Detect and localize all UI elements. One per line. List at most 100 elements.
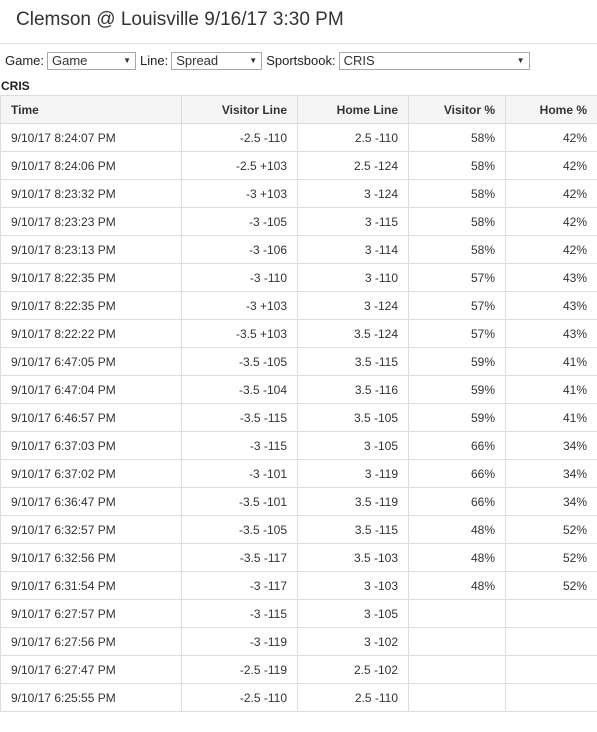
cell-visitor-pct: 48% — [408, 515, 506, 544]
cell-home-line: 3 -102 — [297, 627, 409, 656]
cell-home-line: 3 -119 — [297, 459, 409, 488]
cell-time: 9/10/17 6:47:04 PM — [0, 375, 182, 404]
cell-time: 9/10/17 6:27:47 PM — [0, 655, 182, 684]
cell-visitor-pct: 59% — [408, 403, 506, 432]
cell-home-line: 2.5 -102 — [297, 655, 409, 684]
cell-time: 9/10/17 8:22:35 PM — [0, 263, 182, 292]
cell-time: 9/10/17 6:32:57 PM — [0, 515, 182, 544]
cell-home-pct: 41% — [505, 403, 597, 432]
page-header: Clemson @ Louisville 9/16/17 3:30 PM — [0, 0, 597, 44]
cell-visitor-pct: 66% — [408, 459, 506, 488]
line-history-table: Time Visitor Line Home Line Visitor % Ho… — [0, 95, 597, 712]
cell-visitor-line: -3.5 -104 — [181, 375, 298, 404]
game-select-value: Game — [52, 52, 88, 68]
cell-visitor-pct: 48% — [408, 543, 506, 572]
cell-home-pct: 42% — [505, 235, 597, 264]
cell-home-pct — [505, 627, 597, 656]
table-row: 9/10/17 8:24:07 PM -2.5 -110 2.5 -110 58% 42… — [0, 123, 597, 152]
sportsbook-select[interactable]: CRIS ▼ — [338, 51, 530, 70]
cell-home-line: 3.5 -119 — [297, 487, 409, 516]
cell-visitor-line: -2.5 -119 — [181, 655, 298, 684]
table-row: 9/10/17 8:23:13 PM -3 -106 3 -114 58% 42% — [0, 235, 597, 264]
cell-home-line: 3.5 -105 — [297, 403, 409, 432]
cell-visitor-line: -3.5 -117 — [181, 543, 298, 572]
cell-home-pct: 34% — [505, 431, 597, 460]
table-row: 9/10/17 6:27:47 PM -2.5 -119 2.5 -102 — [0, 655, 597, 684]
cell-visitor-pct: 58% — [408, 235, 506, 264]
cell-home-pct — [505, 683, 597, 712]
line-label: Line: — [140, 53, 169, 68]
sportsbook-select-value: CRIS — [343, 52, 375, 68]
chevron-down-icon: ▼ — [249, 55, 258, 65]
cell-visitor-line: -3.5 -105 — [181, 515, 298, 544]
cell-visitor-line: -3 +103 — [181, 291, 298, 320]
table-row: 9/10/17 6:46:57 PM -3.5 -115 3.5 -105 59% 41… — [0, 403, 597, 432]
cell-visitor-line: -3 -119 — [181, 627, 298, 656]
cell-home-pct: 42% — [505, 179, 597, 208]
cell-home-line: 3 -124 — [297, 291, 409, 320]
cell-visitor-line: -2.5 -110 — [181, 123, 298, 152]
cell-visitor-line: -3.5 -101 — [181, 487, 298, 516]
cell-visitor-line: -3 -101 — [181, 459, 298, 488]
cell-home-pct — [505, 599, 597, 628]
cell-visitor-pct: 58% — [408, 151, 506, 180]
cell-time: 9/10/17 8:22:22 PM — [0, 319, 182, 348]
table-row: 9/10/17 8:22:35 PM -3 +103 3 -124 57% 43% — [0, 291, 597, 320]
line-select-value: Spread — [176, 52, 219, 68]
cell-visitor-line: -3.5 -115 — [181, 403, 298, 432]
chevron-down-icon: ▼ — [516, 55, 525, 65]
cell-visitor-pct: 48% — [408, 571, 506, 600]
cell-home-pct: 52% — [505, 543, 597, 572]
cell-time: 9/10/17 6:25:55 PM — [0, 683, 182, 712]
cell-visitor-pct: 66% — [408, 487, 506, 516]
game-select[interactable]: Game ▼ — [47, 51, 137, 70]
cell-home-pct — [505, 655, 597, 684]
table-row: 9/10/17 6:32:57 PM -3.5 -105 3.5 -115 48% 52… — [0, 515, 597, 544]
cell-home-pct: 43% — [505, 263, 597, 292]
table-row: 9/10/17 8:24:06 PM -2.5 +103 2.5 -124 58% 42… — [0, 151, 597, 180]
cell-visitor-line: -3.5 +103 — [181, 319, 298, 348]
cell-time: 9/10/17 6:47:05 PM — [0, 347, 182, 376]
table-row: 9/10/17 6:37:02 PM -3 -101 3 -119 66% 34% — [0, 459, 597, 488]
cell-visitor-pct — [408, 627, 506, 656]
cell-home-line: 3 -115 — [297, 207, 409, 236]
cell-visitor-line: -3 -106 — [181, 235, 298, 264]
cell-visitor-pct: 66% — [408, 431, 506, 460]
cell-time: 9/10/17 6:31:54 PM — [0, 571, 182, 600]
cell-time: 9/10/17 8:23:23 PM — [0, 207, 182, 236]
cell-visitor-line: -3 -115 — [181, 599, 298, 628]
cell-home-line: 3.5 -124 — [297, 319, 409, 348]
table-row: 9/10/17 6:47:04 PM -3.5 -104 3.5 -116 59% 41… — [0, 375, 597, 404]
cell-home-line: 2.5 -110 — [297, 683, 409, 712]
cell-time: 9/10/17 8:23:13 PM — [0, 235, 182, 264]
cell-home-pct: 52% — [505, 515, 597, 544]
table-header-row: Time Visitor Line Home Line Visitor % Ho… — [0, 95, 597, 124]
cell-time: 9/10/17 6:37:03 PM — [0, 431, 182, 460]
table-row: 9/10/17 6:27:57 PM -3 -115 3 -105 — [0, 599, 597, 628]
cell-visitor-line: -3.5 -105 — [181, 347, 298, 376]
cell-visitor-pct: 57% — [408, 319, 506, 348]
cell-visitor-pct: 57% — [408, 263, 506, 292]
cell-home-line: 3 -114 — [297, 235, 409, 264]
cell-home-pct: 34% — [505, 459, 597, 488]
table-row: 9/10/17 6:25:55 PM -2.5 -110 2.5 -110 — [0, 683, 597, 712]
table-row: 9/10/17 6:36:47 PM -3.5 -101 3.5 -119 66% 34… — [0, 487, 597, 516]
cell-visitor-pct: 59% — [408, 375, 506, 404]
line-select[interactable]: Spread ▼ — [171, 51, 263, 70]
table-row: 9/10/17 6:37:03 PM -3 -115 3 -105 66% 34% — [0, 431, 597, 460]
page-title: Clemson @ Louisville 9/16/17 3:30 PM — [16, 9, 344, 30]
cell-home-pct: 43% — [505, 291, 597, 320]
cell-visitor-pct: 58% — [408, 123, 506, 152]
cell-time: 9/10/17 8:24:06 PM — [0, 151, 182, 180]
cell-home-pct: 41% — [505, 347, 597, 376]
cell-visitor-line: -2.5 -110 — [181, 683, 298, 712]
table-row: 9/10/17 6:27:56 PM -3 -119 3 -102 — [0, 627, 597, 656]
cell-visitor-line: -3 -105 — [181, 207, 298, 236]
cell-home-line: 3.5 -103 — [297, 543, 409, 572]
cell-home-pct: 42% — [505, 151, 597, 180]
cell-visitor-pct: 57% — [408, 291, 506, 320]
cell-home-line: 3 -105 — [297, 431, 409, 460]
sportsbook-label: Sportsbook: — [266, 53, 336, 68]
table-row: 9/10/17 8:23:32 PM -3 +103 3 -124 58% 42% — [0, 179, 597, 208]
cell-visitor-pct — [408, 655, 506, 684]
